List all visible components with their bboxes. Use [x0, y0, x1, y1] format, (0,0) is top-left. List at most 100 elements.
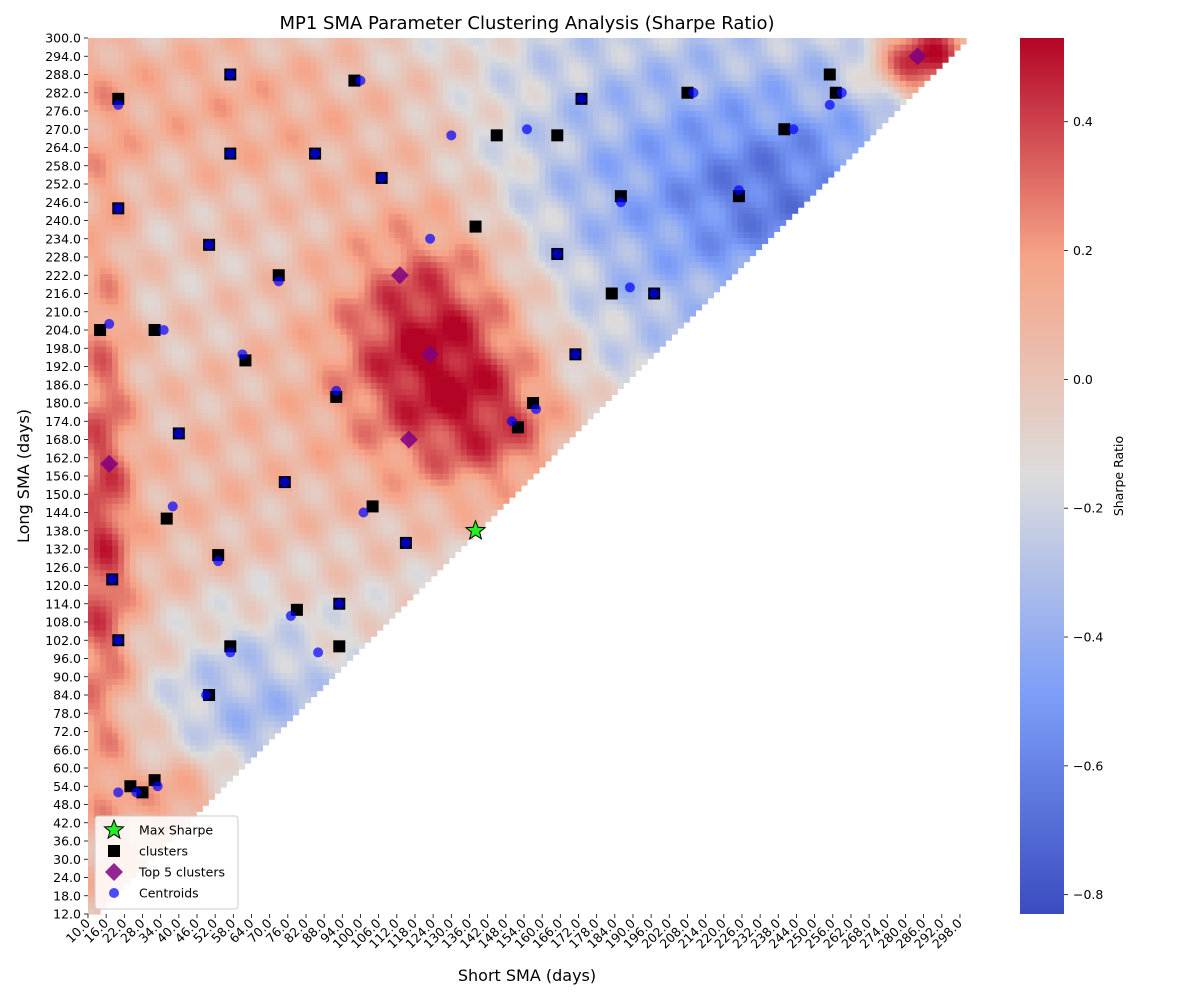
heatmap-cell [94, 231, 101, 238]
heatmap-cell [226, 213, 233, 220]
heatmap-cell [304, 364, 312, 371]
heatmap-cell [280, 303, 288, 311]
heatmap-cell [280, 587, 288, 595]
heatmap-cell [238, 617, 245, 625]
heatmap-cell [256, 454, 263, 462]
heatmap-cell [142, 279, 149, 287]
heatmap-cell [154, 805, 161, 812]
heatmap-cell [310, 189, 318, 196]
heatmap-cell [166, 460, 173, 468]
heatmap-cell [316, 557, 324, 565]
heatmap-cell [202, 460, 209, 468]
heatmap-cell [268, 261, 276, 269]
heatmap-cell [214, 273, 221, 281]
heatmap-cell [256, 152, 263, 160]
heatmap-cell [178, 128, 185, 136]
heatmap-cell [118, 617, 125, 625]
heatmap-cell [88, 406, 95, 414]
heatmap-cell [166, 62, 173, 69]
heatmap-cell [130, 545, 137, 553]
heatmap-cell [166, 68, 173, 75]
heatmap-cell [124, 297, 131, 305]
heatmap-cell [304, 424, 312, 432]
heatmap-cell [244, 291, 251, 299]
heatmap-cell [208, 297, 215, 305]
heatmap-cell [262, 442, 270, 450]
heatmap-cell [250, 599, 257, 607]
heatmap-cell [286, 430, 294, 438]
heatmap-cell [142, 581, 149, 589]
heatmap-cell [322, 509, 330, 516]
heatmap-cell [310, 195, 318, 202]
heatmap-cell [160, 654, 167, 661]
heatmap-cell [184, 750, 191, 758]
heatmap-cell [166, 787, 173, 794]
heatmap-cell [124, 430, 131, 438]
heatmap-cell [178, 243, 185, 251]
heatmap-cell [112, 738, 119, 746]
heatmap-cell [88, 847, 95, 855]
heatmap-cell [166, 370, 173, 377]
heatmap-cell [94, 756, 101, 764]
heatmap-cell [286, 485, 294, 492]
heatmap-cell [130, 611, 137, 619]
heatmap-cell [304, 388, 312, 396]
heatmap-cell [124, 756, 131, 764]
heatmap-cell [208, 134, 215, 142]
heatmap-cell [208, 611, 215, 619]
heatmap-cell [160, 170, 167, 178]
heatmap-cell [112, 321, 119, 329]
heatmap-cell [118, 134, 125, 142]
heatmap-cell [316, 624, 324, 631]
heatmap-cell [166, 213, 173, 220]
heatmap-cell [154, 340, 161, 347]
heatmap-cell [238, 551, 245, 559]
heatmap-cell [262, 164, 270, 172]
heatmap-cell [100, 74, 107, 81]
heatmap-cell [202, 146, 209, 154]
heatmap-cell [172, 454, 179, 462]
heatmap-cell [130, 44, 137, 51]
heatmap-cell [196, 720, 203, 728]
heatmap-cell [280, 80, 288, 87]
heatmap-cell [274, 182, 282, 190]
heatmap-cell [124, 352, 131, 359]
heatmap-cell [298, 466, 306, 474]
heatmap-cell [166, 255, 173, 263]
heatmap-cell [292, 170, 300, 178]
heatmap-cell [94, 799, 101, 806]
heatmap-cell [220, 261, 227, 269]
heatmap-cell [148, 170, 155, 178]
heatmap-cell [262, 738, 270, 746]
heatmap-cell [286, 394, 294, 402]
heatmap-cell [202, 497, 209, 504]
heatmap-cell [310, 279, 318, 287]
heatmap-cell [112, 152, 119, 160]
heatmap-cell [196, 273, 203, 281]
heatmap-cell [106, 642, 113, 649]
heatmap-cell [238, 86, 245, 93]
heatmap-cell [88, 775, 95, 782]
heatmap-cell [202, 503, 209, 510]
heatmap-cell [172, 521, 179, 528]
heatmap-cell [304, 491, 312, 498]
heatmap-cell [148, 750, 155, 758]
heatmap-cell [304, 249, 312, 257]
heatmap-cell [250, 140, 257, 148]
heatmap-cell [202, 122, 209, 130]
heatmap-cell [292, 267, 300, 275]
heatmap-cell [112, 182, 119, 190]
heatmap-cell [226, 769, 233, 776]
heatmap-cell [310, 642, 318, 649]
heatmap-cell [136, 732, 143, 740]
heatmap-cell [250, 352, 257, 359]
heatmap-cell [184, 575, 191, 583]
heatmap-cell [274, 466, 282, 474]
heatmap-cell [322, 460, 330, 468]
heatmap-cell [244, 714, 251, 722]
heatmap-cell [310, 454, 318, 462]
heatmap-cell [154, 128, 161, 136]
heatmap-cell [106, 756, 113, 764]
heatmap-cell [226, 720, 233, 728]
heatmap-cell [280, 152, 288, 160]
